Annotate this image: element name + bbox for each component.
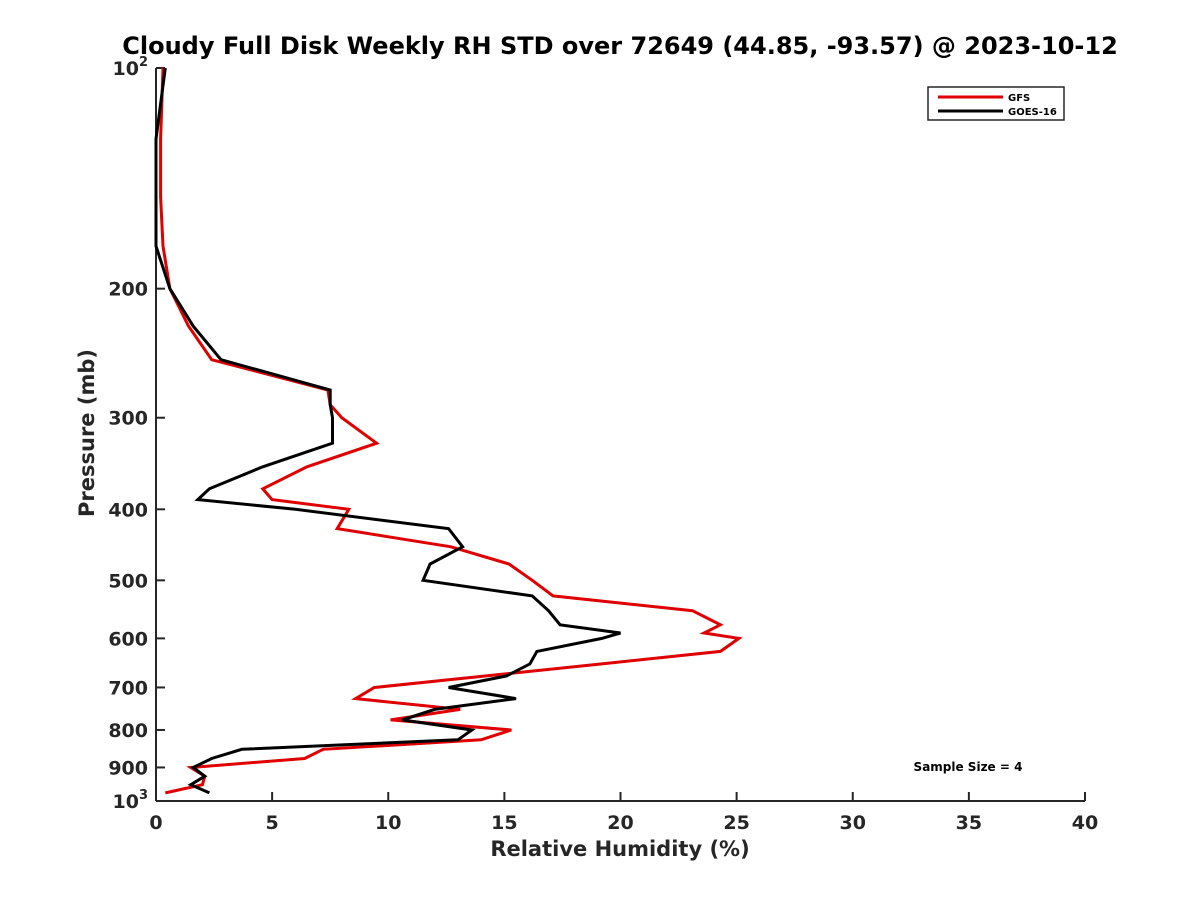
x-tick-label: 5 (266, 812, 279, 834)
y-axis-ticks: 102 200 300 400 500 600 700 800 900 103 (108, 55, 165, 813)
x-tick-label: 10 (375, 812, 401, 834)
y-tick-label: 300 (108, 408, 148, 430)
legend-label-goes-16: GOES-16 (1008, 107, 1057, 118)
legend-box (927, 86, 1065, 121)
series-line-gfs (159, 67, 743, 795)
legend-label-gfs: GFS (1008, 93, 1030, 104)
x-tick-label: 20 (607, 812, 633, 834)
x-tick-label: 30 (840, 812, 866, 834)
x-tick-label: 15 (491, 812, 517, 834)
series-line-goes-16 (154, 67, 621, 795)
chart-title: Cloudy Full Disk Weekly RH STD over 7264… (122, 32, 1118, 60)
y-tick-label: 200 (108, 279, 148, 301)
x-tick-label: 40 (1072, 812, 1098, 834)
y-axis-label: Pressure (mb) (75, 349, 99, 517)
y-tick-label: 700 (108, 677, 148, 699)
plot-axes (155, 68, 1085, 802)
y-tick-label: 400 (108, 499, 148, 521)
y-tick-label: 900 (108, 757, 148, 779)
series-lines (154, 67, 743, 795)
y-tick-label: 500 (108, 570, 148, 592)
x-tick-label: 35 (956, 812, 982, 834)
y-tick-label: 103 (113, 788, 149, 813)
x-axis-ticks: 0 5 10 15 20 25 30 35 40 (149, 792, 1098, 834)
y-tick-label: 800 (108, 720, 148, 742)
sample-size-annotation: Sample Size = 4 (914, 760, 1023, 774)
x-tick-label: 0 (149, 812, 162, 834)
x-tick-label: 25 (723, 812, 749, 834)
y-tick-label: 600 (108, 628, 148, 650)
y-tick-label: 102 (113, 55, 149, 80)
legend: GFS GOES-16 (927, 86, 1065, 121)
x-axis-label: Relative Humidity (%) (490, 837, 749, 861)
